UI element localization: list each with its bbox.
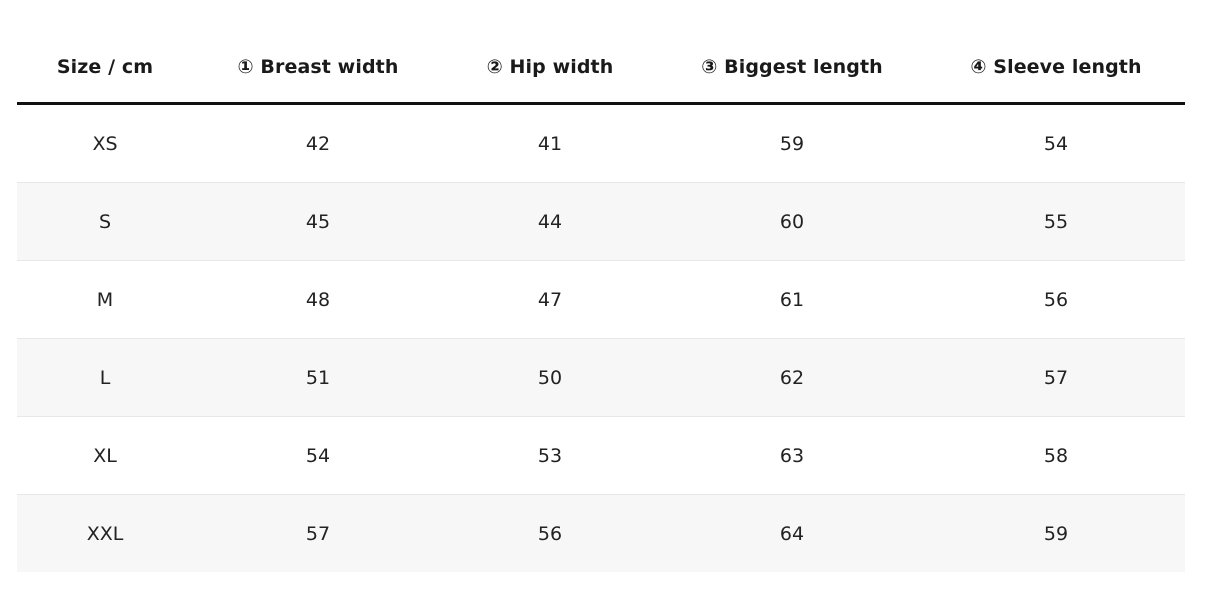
cell-biggest-length: 61 (657, 260, 927, 339)
cell-size: M (17, 260, 193, 339)
cell-hip-width: 41 (537, 132, 563, 155)
table-row: S 45 44 60 55 (17, 182, 1185, 261)
cell-biggest-length: 60 (657, 182, 927, 261)
cell-sleeve-length: 59 (927, 494, 1185, 572)
cell-hip-width: 44 (443, 182, 657, 261)
cell-sleeve-length: 54 (1043, 132, 1069, 155)
cell-biggest-length: 64 (657, 494, 927, 572)
cell-size: XS (92, 132, 118, 155)
header-size: Size / cm (17, 32, 193, 105)
cell-hip-width: 47 (443, 260, 657, 339)
cell-sleeve-length: 55 (927, 182, 1185, 261)
cell-hip-width: 53 (443, 416, 657, 495)
cell-size: XXL (17, 494, 193, 572)
cell-size: L (17, 338, 193, 417)
header-biggest-length: ③ Biggest length (657, 32, 927, 105)
table-row: XL 54 53 63 58 (17, 416, 1185, 495)
cell-sleeve-length: 57 (927, 338, 1185, 417)
cell-hip-width: 50 (443, 338, 657, 417)
header-row: Size / cm ① Breast width ② Hip width ③ B… (17, 32, 1185, 105)
cell-biggest-length: 62 (657, 338, 927, 417)
cell-hip-width: 56 (443, 494, 657, 572)
table-header: Size / cm ① Breast width ② Hip width ③ B… (17, 32, 1185, 105)
table-row: M 48 47 61 56 (17, 260, 1185, 339)
size-chart-table: Size / cm ① Breast width ② Hip width ③ B… (17, 32, 1185, 572)
header-sleeve-length: ④ Sleeve length (927, 32, 1185, 105)
cell-size: XL (17, 416, 193, 495)
table-row: L 51 50 62 57 (17, 338, 1185, 417)
cell-size: S (17, 182, 193, 261)
cell-biggest-length: 59 (779, 132, 805, 155)
cell-sleeve-length: 58 (927, 416, 1185, 495)
cell-breast-width: 54 (193, 416, 443, 495)
cell-breast-width: 51 (193, 338, 443, 417)
table-body: XS 42 41 59 54 S 45 44 60 55 M 48 47 61 … (17, 104, 1185, 572)
table-row: XXL 57 56 64 59 (17, 494, 1185, 572)
cell-breast-width: 42 (305, 132, 331, 155)
header-breast-width: ① Breast width (193, 32, 443, 105)
cell-breast-width: 57 (193, 494, 443, 572)
cell-breast-width: 45 (193, 182, 443, 261)
cell-biggest-length: 63 (657, 416, 927, 495)
cell-breast-width: 48 (193, 260, 443, 339)
table-row: XS 42 41 59 54 (17, 104, 1185, 183)
cell-sleeve-length: 56 (927, 260, 1185, 339)
header-hip-width: ② Hip width (443, 32, 657, 105)
